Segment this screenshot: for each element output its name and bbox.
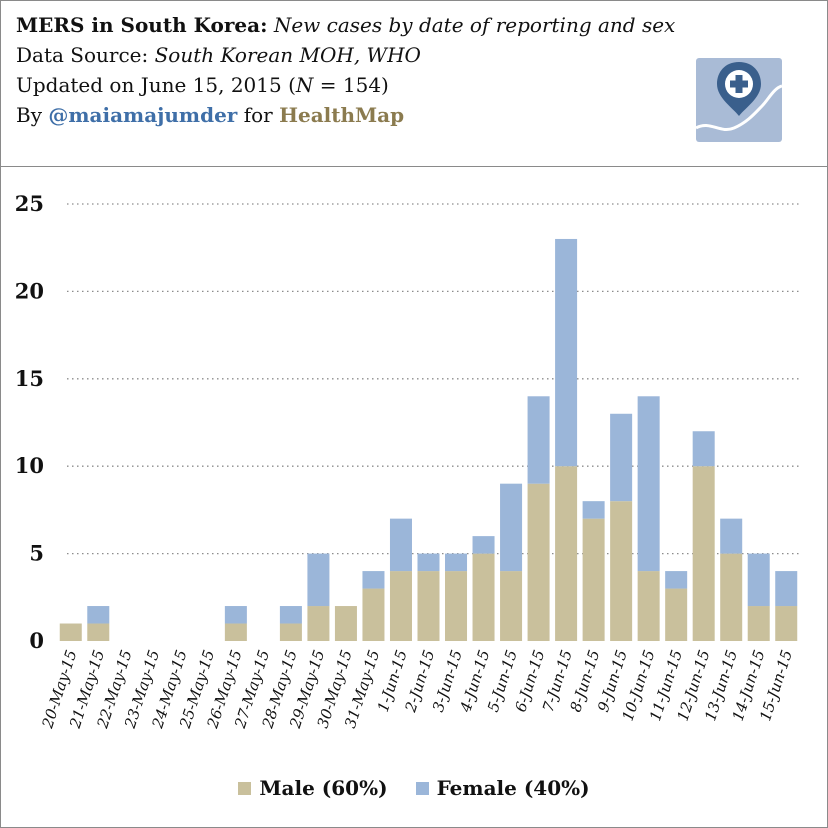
healthmap-map-pin-plus-icon: [696, 58, 782, 142]
bar-female-28-May-15: [279, 606, 302, 624]
y-tick-label: 0: [29, 628, 44, 653]
x-axis-ticks: 20-May-1521-May-1522-May-1523-May-1524-M…: [38, 648, 796, 732]
legend-item-male: Male (60%): [238, 776, 388, 800]
legend-label-female: Female (40%): [436, 776, 590, 800]
bar-male-13-Jun-15: [720, 553, 743, 641]
bar-male-2-Jun-15: [417, 571, 440, 641]
bar-female-2-Jun-15: [417, 553, 440, 572]
bar-male-26-May-15: [224, 623, 247, 641]
bar-male-20-May-15: [59, 623, 82, 641]
bar-female-26-May-15: [224, 606, 247, 624]
bar-male-11-Jun-15: [665, 588, 688, 641]
bar-male-21-May-15: [87, 623, 110, 641]
y-tick-label: 15: [15, 366, 44, 391]
bar-female-31-May-15: [362, 571, 385, 589]
y-axis-ticks: 0 5 10 15 20 25: [15, 191, 44, 653]
bar-male-30-May-15: [334, 606, 357, 641]
updated-prefix: Updated on June 15, 2015 (: [16, 73, 296, 97]
bar-male-8-Jun-15: [582, 518, 605, 641]
bar-female-7-Jun-15: [555, 238, 578, 467]
source-value: South Korean MOH, WHO: [154, 43, 421, 67]
logo-route-line: [696, 84, 782, 131]
brand-link[interactable]: HealthMap: [279, 103, 405, 127]
bar-male-14-Jun-15: [747, 606, 770, 641]
bar-female-11-Jun-15: [665, 571, 688, 589]
y-tick-label: 25: [15, 191, 44, 216]
chart-header: MERS in South Korea: New cases by date o…: [16, 10, 696, 130]
bar-female-4-Jun-15: [472, 536, 495, 554]
title-italic: New cases by date of reporting and sex: [273, 13, 676, 37]
bar-female-8-Jun-15: [582, 501, 605, 519]
bar-male-15-Jun-15: [775, 606, 798, 641]
stacked-bar-chart: 0 5 10 15 20 25 20-May-1521-May-1522-May-1523…: [15, 191, 800, 732]
legend: Male (60%) Female (40%): [0, 776, 828, 800]
bar-male-3-Jun-15: [445, 571, 468, 641]
bar-male-9-Jun-15: [610, 501, 633, 641]
legend-item-female: Female (40%): [415, 776, 590, 800]
y-tick-label: 10: [15, 453, 44, 478]
legend-swatch-male: [238, 781, 252, 795]
bar-female-1-Jun-15: [389, 518, 412, 572]
bar-female-10-Jun-15: [637, 396, 660, 572]
bar-female-14-Jun-15: [747, 553, 770, 607]
byline: By @maiamajumder for HealthMap: [16, 100, 696, 130]
bar-female-13-Jun-15: [720, 518, 743, 554]
bar-male-28-May-15: [279, 623, 302, 641]
bar-female-21-May-15: [87, 606, 110, 624]
logo-plus-horizontal: [730, 80, 748, 88]
bar-male-1-Jun-15: [389, 571, 412, 641]
header-divider: [0, 166, 828, 167]
y-tick-label: 5: [29, 541, 44, 566]
bar-male-7-Jun-15: [555, 466, 578, 641]
bar-male-5-Jun-15: [500, 571, 523, 641]
updated-n-var: N: [295, 73, 314, 97]
bar-female-5-Jun-15: [500, 483, 523, 572]
source-label: Data Source:: [16, 43, 149, 67]
legend-label-male: Male (60%): [259, 776, 388, 800]
by-prefix: By: [16, 103, 42, 127]
title-bold: MERS in South Korea:: [16, 13, 268, 37]
bars: [59, 238, 798, 641]
y-tick-label: 20: [15, 278, 44, 303]
updated-line: Updated on June 15, 2015 (N = 154): [16, 70, 696, 100]
legend-swatch-female: [415, 781, 429, 795]
bar-male-12-Jun-15: [692, 466, 715, 641]
bar-male-31-May-15: [362, 588, 385, 641]
source-line: Data Source: South Korean MOH, WHO: [16, 40, 696, 70]
bar-female-3-Jun-15: [445, 553, 468, 572]
author-handle-link[interactable]: @maiamajumder: [48, 103, 238, 127]
bar-female-29-May-15: [307, 553, 330, 607]
bar-male-10-Jun-15: [637, 571, 660, 641]
bar-female-12-Jun-15: [692, 431, 715, 467]
bar-female-9-Jun-15: [610, 413, 633, 502]
bar-male-29-May-15: [307, 606, 330, 641]
bar-female-15-Jun-15: [775, 571, 798, 607]
updated-n-eq: = 154): [313, 73, 389, 97]
bar-male-6-Jun-15: [527, 483, 550, 641]
for-text: for: [243, 103, 273, 127]
title-line: MERS in South Korea: New cases by date o…: [16, 10, 696, 40]
gridlines: [67, 203, 800, 555]
bar-female-6-Jun-15: [527, 396, 550, 484]
bar-male-4-Jun-15: [472, 553, 495, 641]
